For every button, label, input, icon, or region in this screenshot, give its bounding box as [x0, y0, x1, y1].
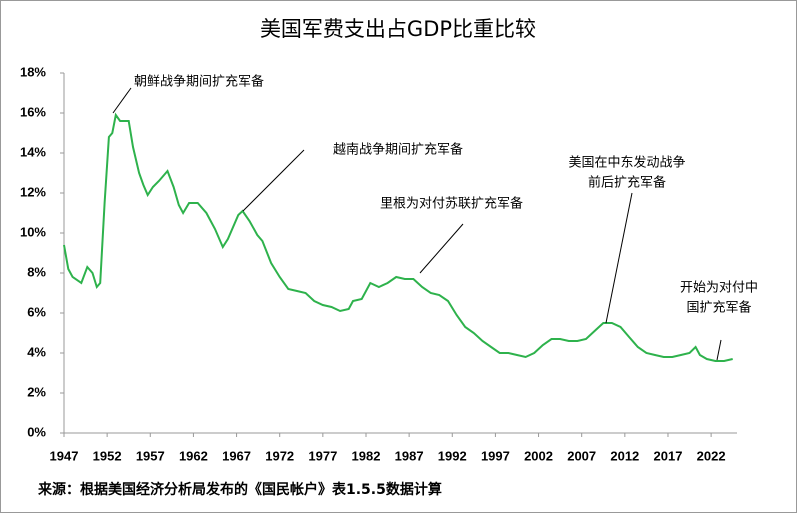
- annotation: 前后扩充军备: [588, 175, 666, 191]
- y-tick-label: 0%: [27, 424, 46, 439]
- annotation: 越南战争期间扩充军备: [333, 142, 463, 158]
- x-tick-label: 1992: [438, 448, 467, 463]
- x-tick-label: 1962: [179, 448, 208, 463]
- x-tick-label: 1952: [93, 448, 122, 463]
- annotation: 朝鲜战争期间扩充军备: [134, 74, 264, 90]
- x-tick-label: 1957: [136, 448, 165, 463]
- y-tick-label: 10%: [20, 224, 46, 239]
- annotation: 里根为对付苏联扩充军备: [380, 196, 523, 212]
- y-tick-label: 4%: [27, 344, 46, 359]
- annotation-leader: [242, 149, 305, 212]
- x-tick-label: 2017: [654, 448, 683, 463]
- annotation: 美国在中东发动战争: [568, 155, 685, 171]
- y-tick-label: 16%: [20, 104, 46, 119]
- annotation-leader: [716, 339, 722, 361]
- annotation-leader: [419, 223, 464, 274]
- x-tick-label: 1982: [352, 448, 381, 463]
- y-tick-label: 14%: [20, 144, 46, 159]
- annotation: 国扩充军备: [686, 300, 751, 316]
- x-tick-label: 1977: [308, 448, 337, 463]
- x-tick-label: 1947: [50, 448, 79, 463]
- x-tick-label: 1997: [481, 448, 510, 463]
- x-tick-label: 1972: [265, 448, 294, 463]
- x-tick-label: 1987: [395, 448, 424, 463]
- y-tick-label: 2%: [27, 384, 46, 399]
- source-note: 来源：根据美国经济分析局发布的《国民帐户》表1.5.5数据计算: [37, 481, 442, 498]
- x-tick-label: 2012: [610, 448, 639, 463]
- y-tick-label: 6%: [27, 304, 46, 319]
- x-tick-label: 2007: [567, 448, 596, 463]
- annotation: 开始为对付中: [680, 281, 758, 296]
- y-tick-label: 8%: [27, 264, 46, 279]
- y-tick-label: 12%: [20, 184, 46, 199]
- x-tick-label: 1967: [222, 448, 251, 463]
- annotation-leader: [112, 87, 132, 114]
- x-tick-label: 2022: [697, 448, 726, 463]
- annotation-leader: [605, 192, 633, 324]
- y-tick-label: 18%: [20, 64, 46, 79]
- x-tick-label: 2002: [524, 448, 553, 463]
- line-series: [63, 112, 733, 362]
- chart-title: 美国军费支出占GDP比重比较: [260, 17, 536, 41]
